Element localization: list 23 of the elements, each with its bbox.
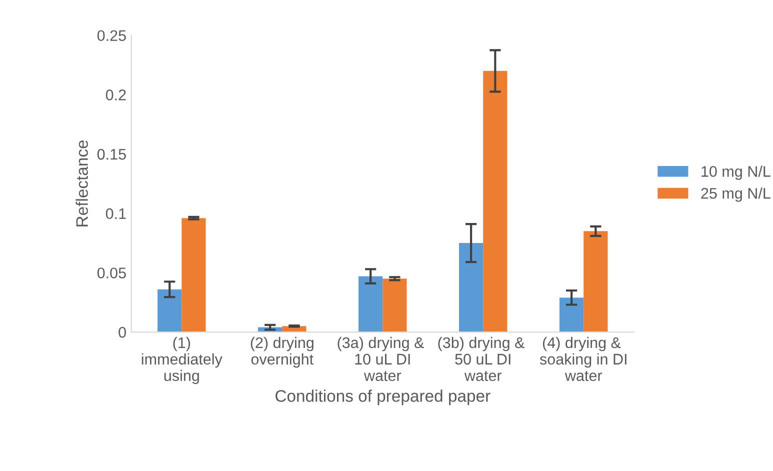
bar [584,231,608,332]
y-tick-label: 0.05 [97,268,126,278]
y-tick-label: 0.2 [106,90,126,100]
bar [483,70,508,332]
x-tick-label: (4) drying & soaking in DI water [540,336,626,382]
bar [559,298,584,332]
bar [358,276,383,332]
y-tick-label: 0 [118,326,126,338]
legend-label: 10 mg N/L [702,166,770,180]
bar [382,278,407,332]
y-tick-label: 0.25 [97,30,126,42]
y-tick-label: 0.15 [97,148,126,160]
bar [182,218,206,332]
x-tick-label: (3a) drying & 10 uL DI water [338,336,424,382]
legend-label: 25 mg N/L [701,188,770,202]
x-tick-label: (1) immediately using [142,336,222,384]
x-axis-title: Conditions of prepared paper [276,390,490,406]
y-axis-title: Reflectance [76,140,88,226]
x-tick-label: (2) drying overnight [250,336,314,368]
x-tick-label: (3b) drying & 50 uL DI water [438,336,524,382]
bar [459,243,484,332]
bar [158,289,182,332]
y-tick-label: 0.1 [106,208,126,220]
